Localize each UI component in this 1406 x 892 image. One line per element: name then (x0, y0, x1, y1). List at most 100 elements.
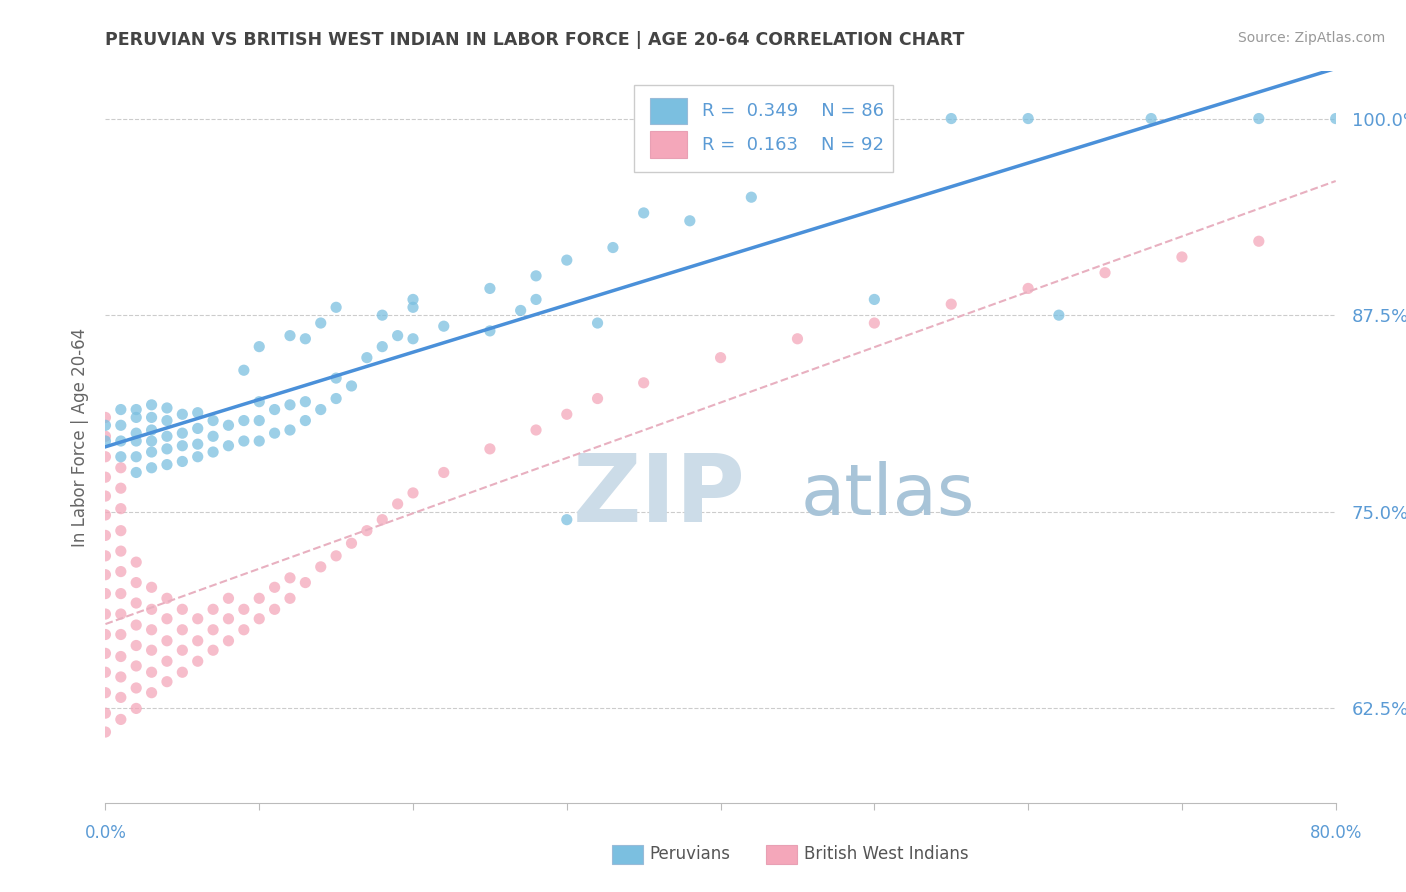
Point (555, 407, 578, 421)
Point (1017, 112, 1039, 126)
Point (141, 423, 163, 437)
Point (125, 466, 148, 480)
Point (786, 332, 808, 346)
Point (141, 410, 163, 425)
Point (187, 437, 209, 451)
Point (941, 297, 963, 311)
Point (278, 571, 301, 585)
Point (402, 301, 425, 315)
Point (202, 623, 225, 637)
Point (478, 281, 501, 295)
Point (141, 665, 163, 680)
Point (172, 454, 194, 468)
Point (832, 159, 855, 173)
Point (524, 268, 547, 283)
Point (294, 394, 316, 409)
Text: Source: ZipAtlas.com: Source: ZipAtlas.com (1237, 31, 1385, 45)
Point (94, 627, 117, 641)
Point (110, 544, 132, 558)
Point (94, 434, 117, 448)
Point (309, 559, 332, 574)
Point (555, 253, 578, 268)
Point (94, 450, 117, 464)
Point (340, 379, 363, 393)
Point (247, 413, 270, 427)
Point (94, 410, 117, 425)
Point (1017, 281, 1039, 295)
Point (172, 623, 194, 637)
Point (125, 450, 148, 464)
Point (247, 612, 270, 626)
Point (187, 406, 209, 420)
Point (710, 143, 733, 157)
Point (110, 586, 132, 600)
Point (325, 392, 347, 406)
Point (187, 633, 209, 648)
Point (325, 371, 347, 385)
Point (125, 410, 148, 425)
Point (232, 413, 254, 427)
Point (156, 442, 179, 456)
Point (110, 565, 132, 579)
Point (278, 398, 301, 412)
Point (941, 112, 963, 126)
Point (110, 713, 132, 727)
Point (294, 413, 316, 427)
Point (278, 328, 301, 343)
Point (509, 303, 531, 318)
Text: R =  0.163    N = 92: R = 0.163 N = 92 (702, 136, 884, 153)
Point (524, 423, 547, 437)
Point (94, 607, 117, 621)
Point (141, 686, 163, 700)
Point (218, 591, 240, 606)
Point (172, 439, 194, 453)
Point (247, 591, 270, 606)
Point (524, 293, 547, 307)
Point (110, 627, 132, 641)
Point (110, 670, 132, 684)
Point (1247, 112, 1270, 126)
Point (402, 332, 425, 346)
Point (110, 460, 132, 475)
Point (325, 549, 347, 563)
Point (172, 426, 194, 441)
Point (125, 555, 148, 569)
Point (110, 402, 132, 417)
Point (141, 643, 163, 657)
Point (125, 426, 148, 441)
Point (863, 293, 886, 307)
Point (309, 402, 332, 417)
Point (125, 575, 148, 590)
Point (202, 643, 225, 657)
Point (94, 528, 117, 542)
Point (586, 392, 609, 406)
Text: 80.0%: 80.0% (1309, 824, 1362, 842)
Point (740, 190, 762, 204)
Point (94, 470, 117, 484)
Point (232, 363, 254, 377)
Point (125, 639, 148, 653)
Point (433, 466, 456, 480)
Text: PERUVIAN VS BRITISH WEST INDIAN IN LABOR FORCE | AGE 20-64 CORRELATION CHART: PERUVIAN VS BRITISH WEST INDIAN IN LABOR… (105, 31, 965, 49)
Point (94, 549, 117, 563)
Point (309, 316, 332, 330)
Point (172, 602, 194, 616)
Point (125, 701, 148, 715)
Point (125, 434, 148, 448)
Point (232, 623, 254, 637)
Point (141, 398, 163, 412)
Point (156, 429, 179, 443)
Point (202, 413, 225, 427)
FancyBboxPatch shape (634, 86, 893, 171)
Point (263, 602, 285, 616)
Point (633, 206, 655, 220)
Point (110, 524, 132, 538)
Point (110, 418, 132, 433)
Text: R =  0.349    N = 86: R = 0.349 N = 86 (702, 102, 884, 120)
Point (263, 580, 285, 594)
Point (247, 340, 270, 354)
Point (141, 580, 163, 594)
Point (278, 591, 301, 606)
Point (141, 434, 163, 448)
Point (602, 241, 624, 255)
